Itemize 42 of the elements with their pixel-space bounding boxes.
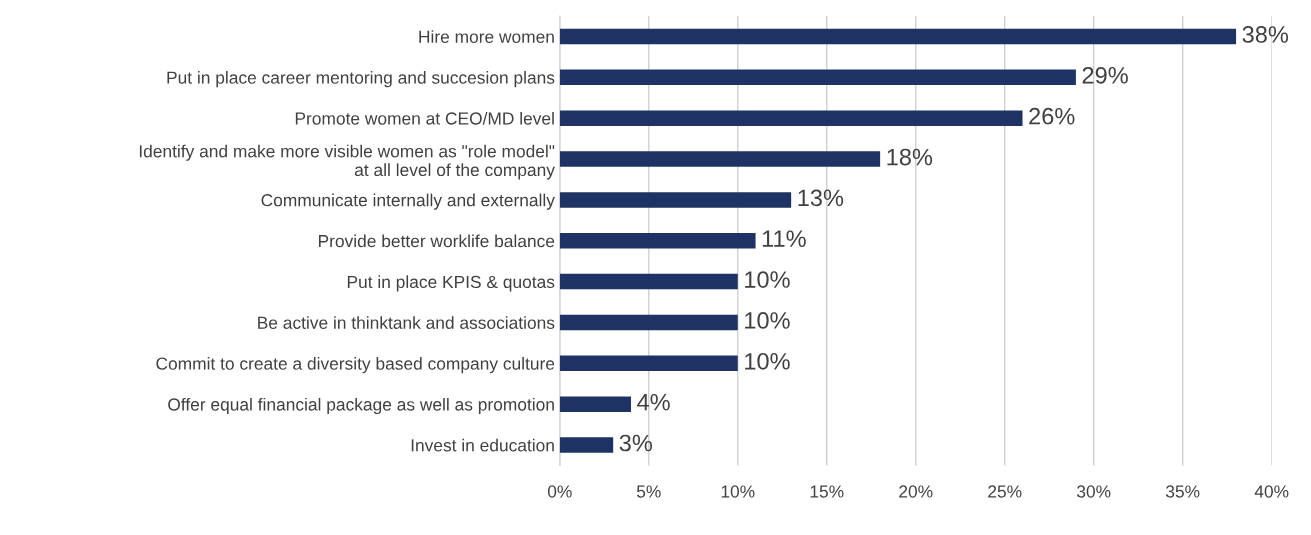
x-tick-label: 20% xyxy=(899,485,933,498)
bar xyxy=(559,273,738,290)
x-tick-label: 40% xyxy=(1254,485,1289,498)
data-label: 13% xyxy=(798,189,844,207)
y-tick-label: Put in place career mentoring and succesion plans xyxy=(167,71,555,88)
bar xyxy=(559,110,1023,126)
data-label: 18% xyxy=(887,148,933,166)
data-label: 3% xyxy=(619,434,653,452)
y-tick-label: Commit to create a diversity based company culture xyxy=(156,357,555,374)
bar xyxy=(559,314,738,331)
bar xyxy=(559,69,1076,86)
data-label: 10% xyxy=(745,352,790,370)
bar xyxy=(559,396,631,412)
data-label: 11% xyxy=(762,230,806,247)
x-tick-label: 0% xyxy=(547,485,572,498)
y-tick-label: Communicate internally and externally xyxy=(261,193,555,210)
y-tick-label: Provide better worklife balance xyxy=(318,234,555,248)
data-label: 4% xyxy=(637,393,670,411)
bar xyxy=(559,192,792,208)
bar xyxy=(559,437,614,453)
x-tick-label: 35% xyxy=(1165,485,1200,498)
y-tick-label: Put in place KPIS & quotas xyxy=(347,275,555,292)
y-tick-label: Hire more women xyxy=(419,30,554,43)
y-tick-label: Be active in thinktank and associations xyxy=(258,316,555,329)
data-label: 10% xyxy=(745,312,790,329)
x-tick-label: 5% xyxy=(636,485,661,498)
data-label: 29% xyxy=(1082,66,1128,84)
y-tick-label: Invest in education xyxy=(411,438,554,452)
x-tick-label: 25% xyxy=(988,485,1022,498)
bar xyxy=(559,355,738,372)
bar xyxy=(559,151,881,167)
data-label: 26% xyxy=(1029,107,1075,125)
data-label: 10% xyxy=(745,271,790,288)
y-tick-label: Identify and make more visible women as "role model" at all level of the company xyxy=(139,144,555,180)
bar xyxy=(559,28,1237,45)
x-tick-label: 15% xyxy=(810,485,844,498)
x-tick-label: 10% xyxy=(721,485,755,498)
y-tick-label: Promote women at CEO/MD level xyxy=(295,111,554,125)
y-tick-label: Offer equal financial package as well as promotion xyxy=(168,397,554,415)
data-label: 38% xyxy=(1242,26,1289,43)
x-tick-label: 30% xyxy=(1076,485,1111,498)
bar xyxy=(559,232,756,249)
